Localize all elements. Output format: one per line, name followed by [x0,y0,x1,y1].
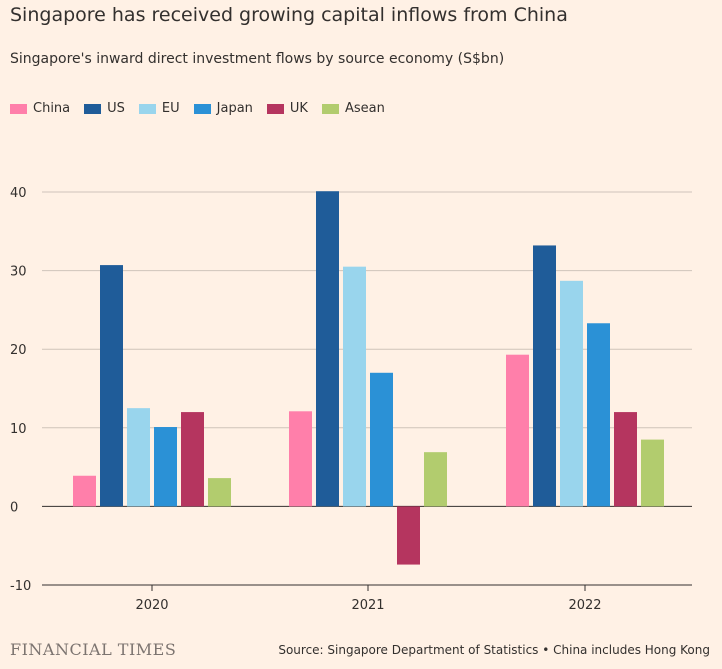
source-note: Source: Singapore Department of Statisti… [278,643,710,657]
x-tick-label: 2022 [568,598,601,613]
y-tick-label: 0 [10,500,18,515]
bar-us-2022 [533,245,556,507]
legend: China US EU Japan UK Asean [10,101,399,116]
legend-item-china: China [10,101,70,116]
bar-china-2022 [506,354,529,507]
legend-label: US [107,101,125,116]
bar-asean-2020 [208,478,231,507]
bar-eu-2020 [127,408,150,507]
bar-us-2021 [316,191,339,507]
legend-swatch [10,103,27,114]
x-tick-label: 2020 [135,598,168,613]
bar-uk-2022 [614,412,637,507]
legend-label: Asean [344,101,385,116]
legend-label: EU [161,101,180,116]
bar-japan-2021 [370,372,393,507]
legend-swatch [138,103,156,114]
y-tick-label: 30 [10,265,27,280]
bar-china-2020 [73,475,96,507]
bar-uk-2021 [397,506,420,565]
bar-japan-2022 [587,323,610,507]
y-tick-label: 40 [10,186,27,201]
chart-subtitle: Singapore's inward direct investment flo… [10,51,505,67]
bar-eu-2021 [343,266,366,507]
bar-japan-2020 [154,427,177,507]
legend-item-us: US [84,101,125,116]
legend-item-japan: Japan [193,101,253,116]
bar-us-2020 [100,265,123,507]
x-tick-label: 2021 [351,598,384,613]
y-tick-label: 10 [10,422,27,437]
legend-item-eu: EU [138,101,180,116]
legend-swatch [321,103,339,114]
y-tick-label: 20 [10,343,27,358]
bar-eu-2022 [560,280,583,507]
legend-swatch [266,103,284,114]
legend-label: Japan [216,101,253,116]
bar-china-2021 [289,411,312,507]
y-tick-label: -10 [10,579,31,594]
legend-label: China [33,101,71,116]
bar-uk-2020 [181,412,204,507]
ft-logo: FINANCIAL TIMES [10,640,177,659]
legend-label: UK [289,101,308,116]
legend-item-uk: UK [266,101,308,116]
chart-title: Singapore has received growing capital i… [10,4,568,26]
bar-asean-2021 [424,452,447,507]
legend-item-asean: Asean [321,101,385,116]
legend-swatch [193,103,211,114]
legend-swatch [84,103,102,114]
bar-asean-2022 [641,439,664,507]
